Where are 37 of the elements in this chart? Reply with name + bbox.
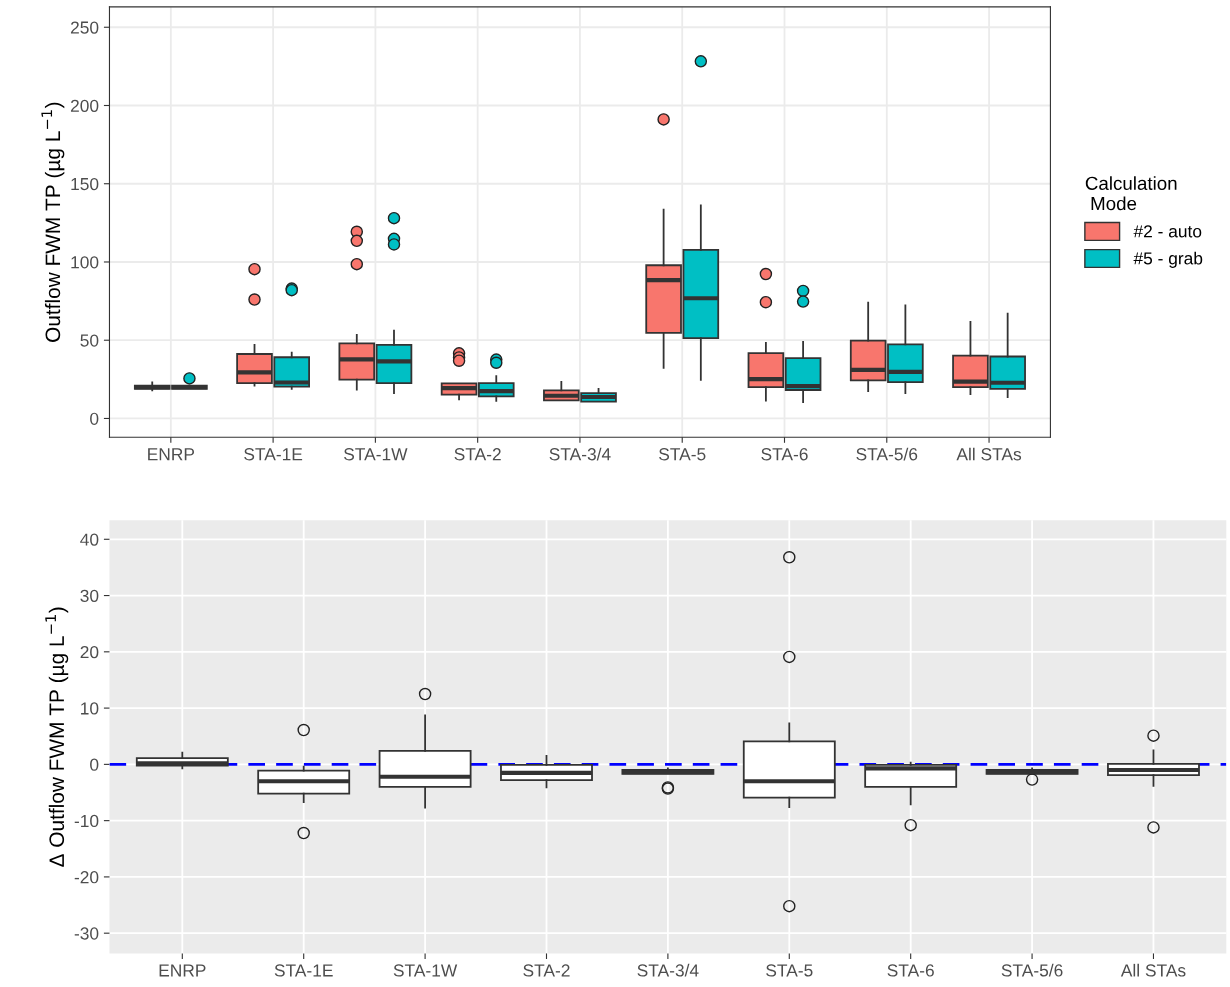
y-tick-label: 250 <box>70 21 99 34</box>
x-tick-label: All STAs <box>1120 963 1186 977</box>
y-tick-label: 10 <box>81 702 99 715</box>
x-tick-label: STA-1E <box>244 448 303 461</box>
legend-title: Calculation Mode <box>1085 176 1177 211</box>
x-tick-label: All STAs <box>956 447 1022 461</box>
x-tick-label: STA-5 <box>766 964 813 977</box>
y-tick-label: 20 <box>80 645 99 659</box>
y-tick-label: 200 <box>70 99 99 112</box>
x-tick-label: STA-3/4 <box>549 447 611 461</box>
y-axis-title: Outflow FWM TP (µg L$^{−1}$) <box>41 102 65 342</box>
y-tick-label: 30 <box>80 589 99 603</box>
x-tick-label: STA-3/4 <box>637 963 699 977</box>
y-axis-title: Δ Outflow FWM TP (µg L$^{−1}$) <box>45 607 69 867</box>
x-tick-label: STA-2 <box>454 448 501 461</box>
legend-label: #2 - auto <box>1133 225 1202 238</box>
y-tick-label: 0 <box>90 758 99 771</box>
y-tick-label: 100 <box>71 256 99 269</box>
x-tick-label: ENRP <box>159 964 206 977</box>
y-tick-label: 40 <box>80 533 99 546</box>
y-tick-label: 50 <box>80 334 99 347</box>
x-tick-label: STA-5/6 <box>856 447 918 461</box>
x-tick-label: STA-6 <box>887 964 934 977</box>
legend-label: #5 - grab <box>1133 251 1203 268</box>
y-tick-label: -10 <box>74 814 99 828</box>
y-tick-label: 150 <box>71 177 99 191</box>
x-tick-label: STA-1W <box>393 964 458 977</box>
x-tick-label: STA-6 <box>761 448 808 461</box>
y-tick-label: -20 <box>74 871 99 884</box>
x-tick-label: STA-5/6 <box>1001 963 1063 977</box>
x-tick-label: STA-5 <box>659 448 706 461</box>
y-tick-label: 0 <box>90 412 99 425</box>
x-tick-label: STA-1W <box>344 448 408 461</box>
x-tick-label: STA-2 <box>523 964 570 977</box>
x-tick-label: ENRP <box>148 448 195 461</box>
y-tick-label: -30 <box>74 927 99 940</box>
x-tick-label: STA-1E <box>274 964 333 977</box>
